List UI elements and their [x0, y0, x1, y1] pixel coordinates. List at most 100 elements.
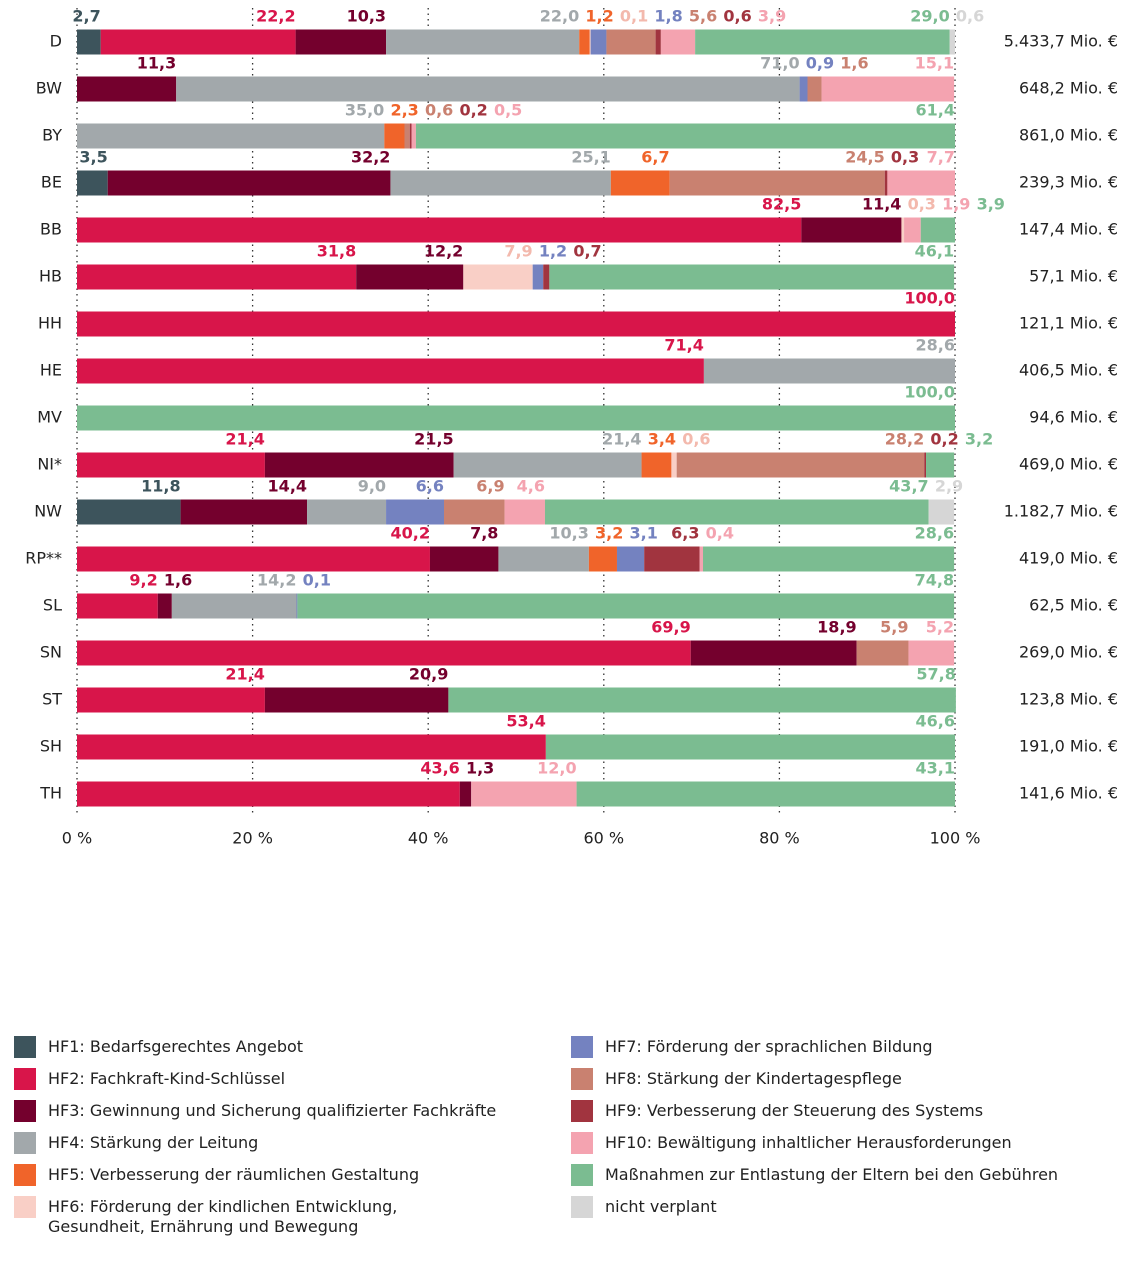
bar-segment [77, 123, 385, 149]
total-label: 5.433,7 Mio. € [1004, 32, 1118, 51]
bar-segment [429, 546, 499, 572]
legend-swatch [14, 1164, 36, 1186]
data-label: 1,6 [164, 571, 192, 590]
bar-segment [77, 452, 265, 478]
legend-item: HF3: Gewinnung und Sicherung qualifizier… [14, 1100, 496, 1122]
legend-label: HF6: Förderung der kindlichen Entwicklun… [48, 1197, 398, 1236]
bar-segment [77, 311, 955, 337]
data-label: 1,6 [840, 54, 868, 73]
bar-segment [887, 170, 955, 196]
data-label: 22,0 [540, 7, 579, 26]
category-label: BY [42, 126, 62, 145]
legend-label: Maßnahmen zur Entlastung der Eltern bei … [605, 1165, 1059, 1184]
bar-segment [77, 217, 802, 243]
data-label: 21,4 [225, 665, 264, 684]
data-label: 1,2 [539, 242, 567, 261]
data-label: 18,9 [817, 618, 856, 637]
bar-segment [463, 264, 533, 290]
bar-segment [671, 452, 677, 478]
data-label: 3,5 [79, 148, 107, 167]
bar-segment [703, 358, 955, 384]
bar-segment [100, 29, 296, 55]
bar-segment [610, 170, 670, 196]
bar-segment [77, 687, 265, 713]
category-label: BB [40, 220, 62, 239]
legend-swatch [14, 1132, 36, 1154]
data-label: 28,6 [915, 524, 954, 543]
data-label: 0,6 [425, 101, 453, 120]
legend-label: HF10: Bewältigung inhaltlicher Herausfor… [605, 1133, 1012, 1152]
bar-segment [901, 217, 905, 243]
category-label: HE [40, 361, 62, 380]
data-label: 2,3 [390, 101, 418, 120]
bar-segment [884, 170, 888, 196]
bar-segment [386, 29, 580, 55]
bar-segment [264, 452, 454, 478]
data-label: 82,5 [762, 195, 801, 214]
bar-segment [295, 29, 387, 55]
bar-segment [77, 264, 357, 290]
data-label: 21,4 [225, 430, 264, 449]
bar-segment [384, 123, 405, 149]
bar-segment [77, 593, 158, 619]
data-label: 3,9 [758, 7, 786, 26]
data-label: 0,3 [908, 195, 936, 214]
data-label: 0,9 [806, 54, 834, 73]
bar-segment [660, 29, 696, 55]
x-tick-label: 40 % [408, 829, 449, 848]
legend-item: HF8: Stärkung der Kindertagespflege [571, 1068, 902, 1090]
legend-item: HF2: Fachkraft-Kind-Schlüssel [14, 1068, 285, 1090]
bar-segment [856, 640, 909, 666]
bar-segment [77, 76, 177, 102]
category-label: ST [42, 690, 62, 709]
bar-segment [77, 358, 704, 384]
legend-item: HF1: Bedarfsgerechtes Angebot [14, 1036, 303, 1058]
bar-segment [924, 452, 927, 478]
bar-segment [77, 734, 546, 760]
data-label: 6,7 [641, 148, 669, 167]
data-label: 6,6 [416, 477, 444, 496]
legend-label: HF8: Stärkung der Kindertagespflege [605, 1069, 902, 1088]
data-label: 1,2 [585, 7, 613, 26]
legend-swatch [571, 1132, 593, 1154]
bar-segment [644, 546, 700, 572]
total-label: 147,4 Mio. € [1019, 220, 1118, 239]
data-label: 9,0 [358, 477, 386, 496]
category-label: BE [41, 173, 62, 192]
total-label: 861,0 Mio. € [1019, 126, 1118, 145]
bar-segment [77, 781, 460, 807]
data-label: 43,1 [916, 759, 955, 778]
category-label: BW [36, 79, 62, 98]
legend-label: HF9: Verbesserung der Steuerung des Syst… [605, 1101, 984, 1120]
bar-segment [821, 76, 955, 102]
legend-label: HF5: Verbesserung der räumlichen Gestalt… [48, 1165, 420, 1184]
bar-segment [949, 29, 955, 55]
data-label: 46,6 [916, 712, 955, 731]
total-label: 269,0 Mio. € [1019, 643, 1118, 662]
bar-segment [504, 499, 545, 525]
bar-segment [799, 76, 808, 102]
legend-swatch [571, 1068, 593, 1090]
bar-segment [590, 29, 607, 55]
data-label: 0,2 [459, 101, 487, 120]
bar-segment [576, 781, 955, 807]
data-label: 1,8 [654, 7, 682, 26]
data-label: 3,2 [595, 524, 623, 543]
bar-segment [180, 499, 308, 525]
data-label: 29,0 [910, 7, 949, 26]
legend-item: HF10: Bewältigung inhaltlicher Herausfor… [571, 1132, 1012, 1154]
x-tick-label: 0 % [62, 829, 92, 848]
category-label: HH [38, 314, 62, 333]
data-label: 0,2 [930, 430, 958, 449]
bar-segment [409, 123, 412, 149]
data-label: 15,1 [915, 54, 954, 73]
data-label: 9,2 [129, 571, 157, 590]
legend-swatch [571, 1036, 593, 1058]
legend-item: HF6: Förderung der kindlichen Entwicklun… [14, 1196, 444, 1237]
total-label: 94,6 Mio. € [1029, 408, 1118, 427]
data-label: 46,1 [915, 242, 954, 261]
data-label: 4,6 [517, 477, 545, 496]
data-label: 21,4 [602, 430, 641, 449]
total-label: 121,1 Mio. € [1019, 314, 1118, 333]
category-label: RP** [25, 549, 62, 568]
